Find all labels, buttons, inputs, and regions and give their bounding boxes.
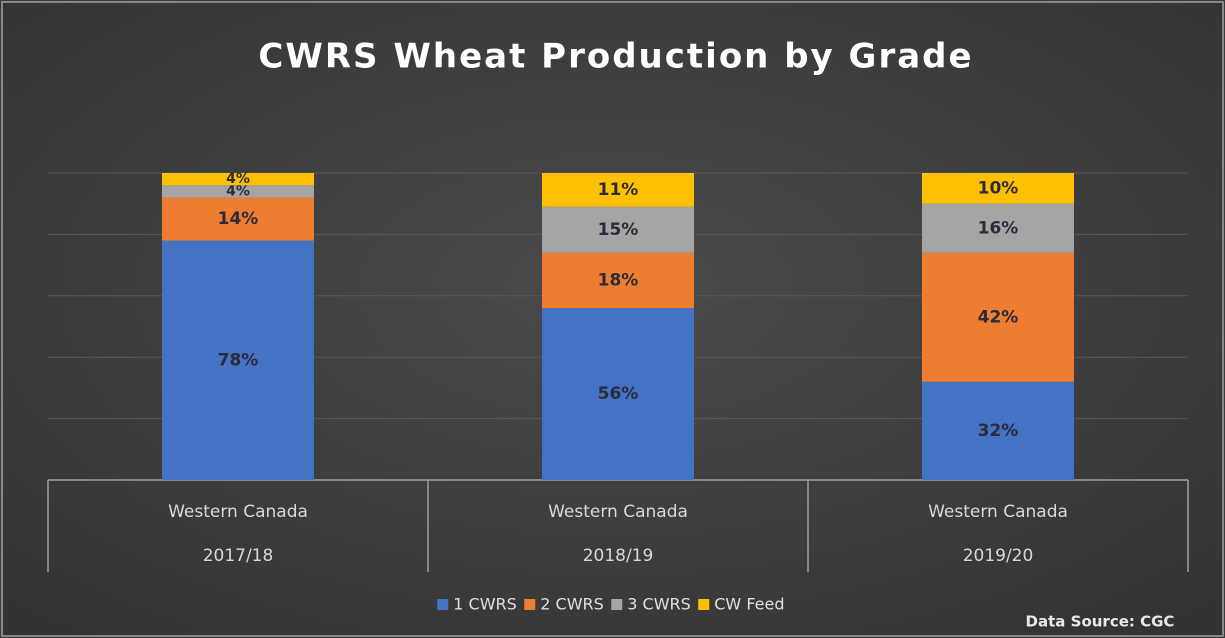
legend-swatch — [698, 599, 710, 610]
bar-segment — [162, 185, 314, 198]
legend-swatch — [524, 599, 536, 610]
data-label: 42% — [978, 307, 1019, 327]
bar-segment — [162, 197, 314, 241]
bar-segment — [542, 206, 694, 253]
bar-segment — [162, 173, 314, 186]
data-label: 10% — [978, 178, 1019, 198]
data-label: 56% — [598, 384, 639, 404]
bar-segment — [542, 173, 694, 207]
bar-segment — [922, 203, 1074, 253]
legend-swatch — [437, 599, 449, 610]
bar-segment — [922, 381, 1074, 480]
data-label: 16% — [978, 218, 1019, 238]
data-label: 4% — [226, 183, 250, 199]
data-label: 4% — [226, 171, 250, 187]
data-label: 14% — [218, 209, 259, 229]
x-tick-label: Western Canada — [548, 502, 688, 522]
x-tick-label: 2019/20 — [963, 546, 1034, 566]
x-tick-label: 2017/18 — [203, 546, 274, 566]
annotation: Data Source: CGC — [1026, 613, 1175, 631]
bar-segment — [922, 173, 1074, 204]
x-tick-label: 2018/19 — [583, 546, 654, 566]
legend-label: CW Feed — [714, 595, 784, 614]
bar-segment — [922, 252, 1074, 382]
legend-label: 3 CWRS — [627, 595, 691, 614]
x-tick-label: Western Canada — [168, 502, 308, 522]
bar-segment — [542, 308, 694, 480]
legend-label: 1 CWRS — [453, 595, 517, 614]
bar-segment — [162, 240, 314, 480]
bar-segment — [542, 252, 694, 309]
data-label: 32% — [978, 421, 1019, 441]
data-label: 18% — [598, 270, 639, 290]
legend-swatch — [611, 599, 623, 610]
data-label: 78% — [218, 350, 259, 370]
x-tick-label: Western Canada — [928, 502, 1068, 522]
chart-title: CWRS Wheat Production by Grade — [258, 37, 973, 77]
data-label: 15% — [598, 220, 639, 240]
data-label: 11% — [598, 180, 639, 200]
legend-label: 2 CWRS — [540, 595, 604, 614]
